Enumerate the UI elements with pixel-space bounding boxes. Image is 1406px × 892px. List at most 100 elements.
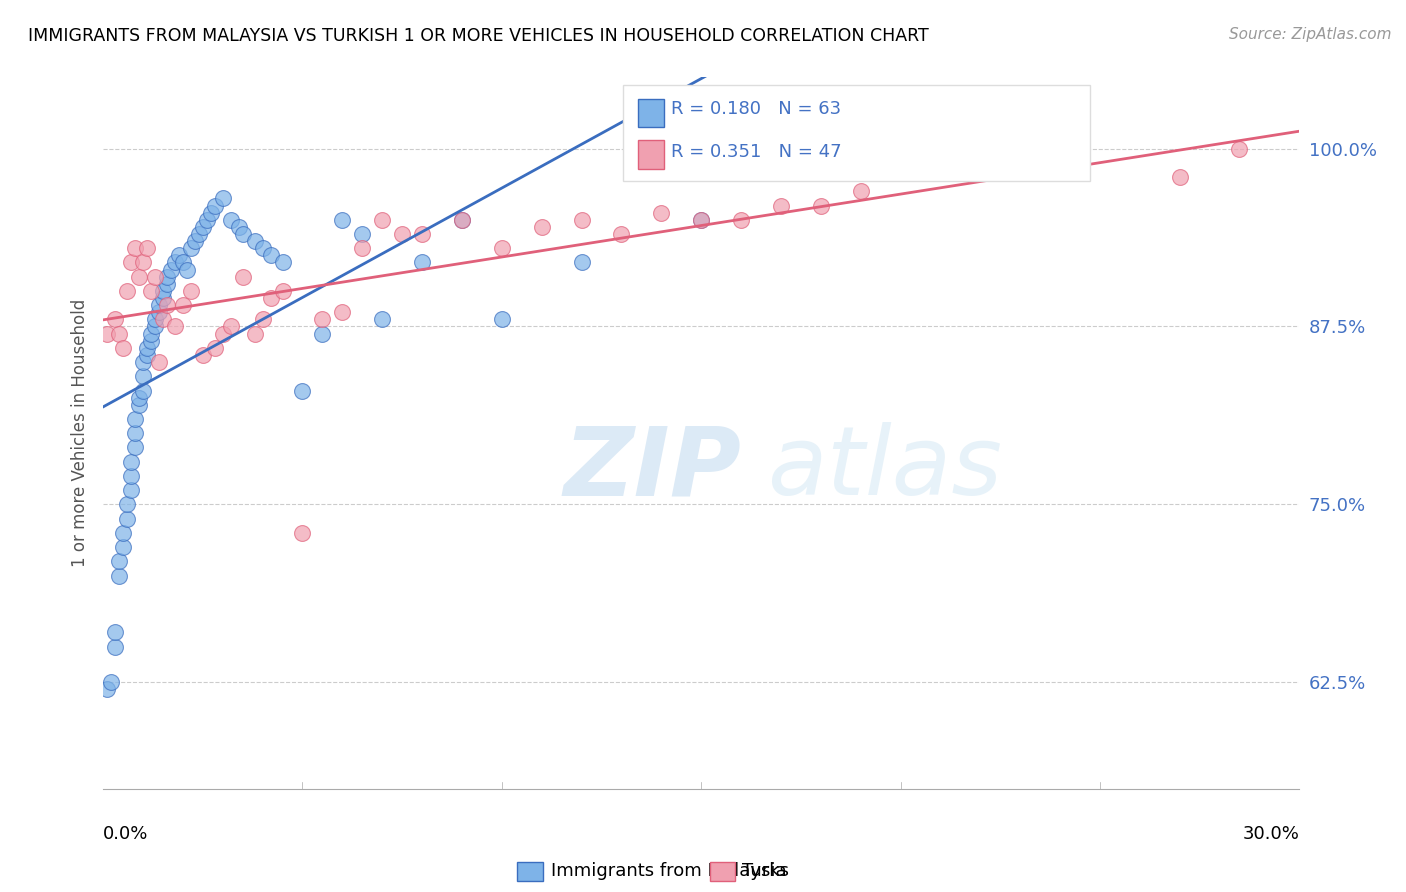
Point (769, 198, 792, 212)
Point (252, 241, 274, 255)
Point (271, 284, 294, 298)
Point (132, 255, 155, 269)
Point (219, 212, 242, 227)
Point (211, 191, 233, 205)
Point (1229, 142, 1251, 156)
Point (451, 212, 474, 227)
Bar (638, 99, 664, 128)
Point (1168, 169, 1191, 184)
Point (96, 682, 118, 697)
Point (148, 298, 170, 312)
Point (650, 205, 672, 219)
Point (100, 675, 122, 690)
Point (849, 184, 872, 198)
Text: IMMIGRANTS FROM MALAYSIA VS TURKISH 1 OR MORE VEHICLES IN HOUSEHOLD CORRELATION : IMMIGRANTS FROM MALAYSIA VS TURKISH 1 OR… (28, 27, 929, 45)
Point (172, 298, 194, 312)
Point (291, 384, 314, 398)
Point (176, 262, 198, 277)
Point (108, 568, 131, 582)
Point (191, 348, 214, 362)
Point (491, 241, 513, 255)
Y-axis label: 1 or more Vehicles in Household: 1 or more Vehicles in Household (72, 299, 89, 567)
Point (115, 497, 138, 511)
Point (411, 255, 433, 269)
Point (180, 284, 202, 298)
Point (112, 540, 135, 554)
Text: Source: ZipAtlas.com: Source: ZipAtlas.com (1229, 27, 1392, 42)
Point (172, 255, 194, 269)
Point (571, 255, 593, 269)
Point (120, 455, 142, 469)
Point (730, 212, 752, 227)
Point (112, 341, 135, 355)
Point (184, 234, 207, 248)
Bar (638, 140, 664, 169)
Point (112, 525, 135, 540)
Point (163, 255, 186, 269)
Point (148, 305, 170, 319)
Point (352, 227, 374, 241)
Point (690, 212, 713, 227)
Point (219, 319, 242, 334)
Point (391, 227, 413, 241)
Point (120, 469, 142, 483)
Point (252, 312, 274, 326)
Text: atlas: atlas (766, 422, 1002, 516)
Point (128, 391, 150, 405)
Point (204, 198, 226, 212)
Point (160, 262, 183, 277)
Point (232, 269, 254, 284)
Point (143, 269, 166, 284)
Point (330, 212, 353, 227)
Text: Immigrants from Malaysia: Immigrants from Malaysia (551, 863, 787, 880)
Point (136, 348, 159, 362)
Point (139, 334, 162, 348)
Text: ZIP: ZIP (564, 422, 741, 516)
Point (136, 341, 159, 355)
Point (243, 234, 266, 248)
Point (690, 212, 713, 227)
FancyBboxPatch shape (623, 85, 1090, 180)
Point (271, 255, 294, 269)
Point (167, 248, 190, 262)
Point (371, 312, 394, 326)
Point (191, 219, 214, 234)
Point (232, 227, 254, 241)
Point (148, 355, 170, 369)
Point (139, 326, 162, 341)
Point (451, 212, 474, 227)
Point (330, 305, 353, 319)
Point (152, 312, 174, 326)
Point (108, 554, 131, 568)
Point (311, 326, 333, 341)
Point (143, 312, 166, 326)
Point (104, 312, 127, 326)
Point (132, 369, 155, 384)
Point (152, 291, 174, 305)
Point (152, 284, 174, 298)
Point (243, 326, 266, 341)
Point (139, 284, 162, 298)
Point (124, 441, 146, 455)
Point (204, 341, 226, 355)
Point (491, 312, 513, 326)
Point (810, 198, 832, 212)
Point (124, 426, 146, 441)
Point (132, 355, 155, 369)
Point (132, 384, 155, 398)
Point (571, 212, 593, 227)
Text: 0.0%: 0.0% (103, 824, 149, 843)
Point (104, 625, 127, 640)
Point (124, 412, 146, 426)
Text: 30.0%: 30.0% (1243, 824, 1299, 843)
Point (371, 212, 394, 227)
Point (411, 227, 433, 241)
Point (120, 483, 142, 497)
Point (228, 219, 250, 234)
Point (143, 319, 166, 334)
Point (195, 212, 218, 227)
Point (156, 269, 179, 284)
Point (180, 241, 202, 255)
Point (156, 277, 179, 291)
Point (96, 326, 118, 341)
